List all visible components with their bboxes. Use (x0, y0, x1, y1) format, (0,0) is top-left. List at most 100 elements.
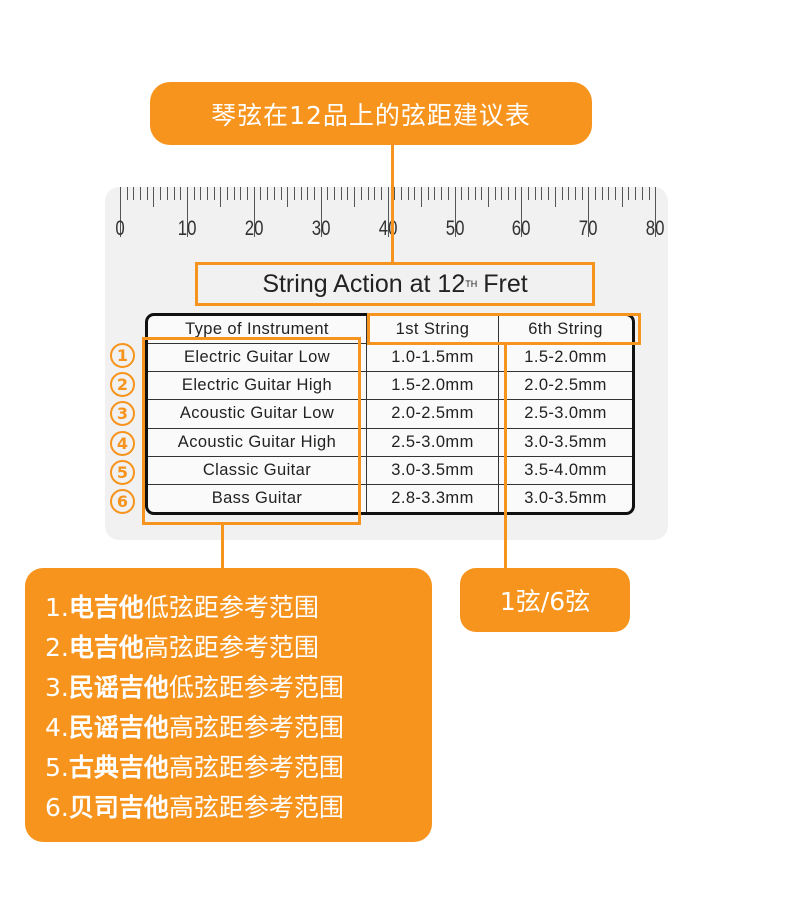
legend-description: 高弦距参考范围 (168, 753, 344, 782)
action-cell: 3.0-3.5mm (498, 427, 632, 457)
ruler-tick (380, 187, 382, 200)
ruler-tick (267, 187, 269, 200)
ruler-tick (273, 187, 275, 200)
ruler-tick (120, 187, 121, 237)
title-callout: 琴弦在12品上的弦距建议表 (150, 82, 592, 145)
legend-item: 1.电吉他低弦距参考范围 (45, 588, 319, 624)
ruler-tick (186, 187, 188, 237)
action-cell: 3.0-3.5mm (498, 483, 632, 512)
ruler-tick (594, 187, 596, 200)
ruler-tick (387, 187, 389, 237)
ruler-tick (126, 187, 128, 200)
row-number-marker: 2 (110, 372, 135, 398)
ruler-tick (655, 187, 657, 237)
legend-item: 4.民谣吉他高弦距参考范围 (45, 708, 344, 744)
ruler-tick (588, 187, 590, 237)
action-cell: 1.5-2.0mm (498, 342, 632, 373)
ruler-tick (153, 187, 155, 207)
ruler-tick (554, 187, 556, 207)
ruler-tick (407, 187, 409, 200)
ruler-tick (180, 187, 182, 200)
action-cell: 1.5-2.0mm (366, 371, 499, 401)
ruler-label: 70 (579, 217, 598, 240)
legend-description: 低弦距参考范围 (168, 673, 344, 702)
card-title-suffix: Fret (483, 269, 528, 298)
action-cell: 2.8-3.3mm (366, 483, 499, 512)
ruler-tick (240, 187, 242, 200)
ruler-tick (608, 187, 610, 200)
ruler-tick (227, 187, 229, 200)
ruler-tick (447, 187, 449, 200)
ruler-tick (253, 187, 255, 237)
ruler-tick (514, 187, 516, 200)
ruler-tick (528, 187, 530, 200)
ruler-tick (206, 187, 208, 200)
row-number-marker: 5 (110, 459, 135, 485)
action-cell: 2.0-2.5mm (366, 399, 499, 429)
ruler-tick (421, 187, 423, 207)
ruler-tick (648, 187, 650, 200)
ruler-label: 60 (512, 217, 531, 240)
legend-instrument: 电吉他 (68, 593, 144, 622)
ruler-tick (427, 187, 429, 200)
ruler-tick (354, 187, 356, 207)
card-title-superscript: TH (465, 279, 478, 289)
legend-description: 高弦距参考范围 (143, 633, 319, 662)
legend-description: 高弦距参考范围 (168, 713, 344, 742)
ruler-tick (220, 187, 222, 207)
ruler-tick (360, 187, 362, 200)
legend-number: 3. (45, 673, 69, 702)
ruler-tick (494, 187, 496, 200)
ruler-tick (233, 187, 235, 200)
ruler-label: 40 (378, 217, 398, 240)
ruler-label: 10 (177, 217, 197, 240)
string-header-highlight (367, 313, 641, 345)
ruler-tick (200, 187, 202, 200)
ruler-tick (621, 187, 623, 207)
ruler-tick (133, 187, 135, 200)
ruler-tick (280, 187, 282, 200)
action-cell: 3.0-3.5mm (366, 455, 499, 485)
legend-number: 5. (45, 753, 69, 782)
ruler-tick (615, 187, 617, 200)
ruler-tick (601, 187, 603, 200)
string-action-table: Type of Instrument 1st String 6th String El… (145, 313, 635, 515)
ruler-tick (327, 187, 329, 200)
column-header: 6th String (498, 316, 632, 344)
ruler-tick (441, 187, 443, 200)
card-title: String Action at 12 TH Fret (195, 262, 595, 306)
ruler-tick (487, 187, 489, 207)
ruler-tick (534, 187, 536, 200)
instrument-cell: Bass Guitar (148, 483, 367, 512)
legend-description: 低弦距参考范围 (143, 593, 319, 622)
ruler-label: 30 (311, 217, 331, 240)
table-row: Bass Guitar 2.8-3.3mm 3.0-3.5mm (148, 483, 632, 512)
legend-instrument: 民谣吉他 (68, 673, 169, 702)
string-callout: 1弦/6弦 (460, 568, 630, 632)
legend-number: 4. (45, 713, 69, 742)
ruler-tick (374, 187, 376, 200)
ruler-tick (287, 187, 289, 207)
ruler-tick (541, 187, 543, 200)
ruler-tick (160, 187, 162, 200)
ruler-tick (467, 187, 469, 200)
card-title-main: String Action at 12 (262, 269, 466, 298)
ruler-tick (193, 187, 195, 200)
ruler-tick (474, 187, 476, 200)
ruler-tick (173, 187, 175, 200)
legend-number: 2. (45, 633, 69, 662)
title-connector-overlay (391, 187, 394, 262)
string-connector (504, 342, 507, 568)
ruler-tick (146, 187, 148, 200)
ruler-label: 50 (445, 217, 464, 240)
ruler-tick (434, 187, 436, 200)
legend-connector (221, 522, 224, 568)
table-row: Acoustic Guitar Low 2.0-2.5mm 2.5-3.0mm (148, 399, 632, 429)
ruler-tick (548, 187, 550, 200)
ruler-tick (347, 187, 349, 200)
ruler-tick (521, 187, 523, 237)
legend-number: 1. (45, 593, 69, 622)
instrument-cell: Electric Guitar High (148, 371, 367, 401)
ruler-tick (568, 187, 570, 200)
ruler-label: 0 (115, 217, 125, 240)
